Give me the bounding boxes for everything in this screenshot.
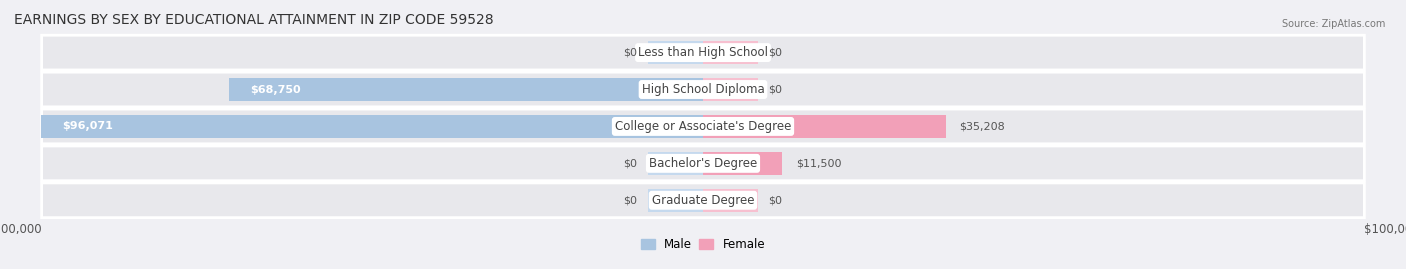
Text: $0: $0	[623, 158, 637, 168]
Bar	[703, 78, 758, 101]
Text: $0: $0	[623, 195, 637, 205]
Legend: Male, Female: Male, Female	[636, 234, 770, 256]
FancyBboxPatch shape	[42, 109, 1364, 144]
FancyBboxPatch shape	[42, 35, 1364, 70]
Bar	[648, 152, 703, 175]
Bar	[648, 189, 703, 212]
Text: $0: $0	[769, 48, 783, 58]
Text: $11,500: $11,500	[796, 158, 842, 168]
Text: $68,750: $68,750	[250, 84, 301, 94]
Bar	[703, 41, 758, 64]
FancyBboxPatch shape	[42, 146, 1364, 181]
FancyBboxPatch shape	[42, 72, 1364, 107]
Text: $96,071: $96,071	[62, 121, 112, 132]
Text: Graduate Degree: Graduate Degree	[652, 194, 754, 207]
Text: College or Associate's Degree: College or Associate's Degree	[614, 120, 792, 133]
Bar	[703, 115, 946, 138]
Text: EARNINGS BY SEX BY EDUCATIONAL ATTAINMENT IN ZIP CODE 59528: EARNINGS BY SEX BY EDUCATIONAL ATTAINMEN…	[14, 13, 494, 27]
Bar	[703, 152, 782, 175]
Text: Less than High School: Less than High School	[638, 46, 768, 59]
Text: Source: ZipAtlas.com: Source: ZipAtlas.com	[1281, 19, 1385, 29]
FancyBboxPatch shape	[42, 183, 1364, 218]
Bar	[648, 41, 703, 64]
Text: $35,208: $35,208	[959, 121, 1005, 132]
Bar	[41, 115, 703, 138]
Text: High School Diploma: High School Diploma	[641, 83, 765, 96]
Text: $0: $0	[769, 195, 783, 205]
Bar	[229, 78, 703, 101]
Text: $0: $0	[623, 48, 637, 58]
Text: $0: $0	[769, 84, 783, 94]
Bar	[703, 189, 758, 212]
Text: Bachelor's Degree: Bachelor's Degree	[650, 157, 756, 170]
